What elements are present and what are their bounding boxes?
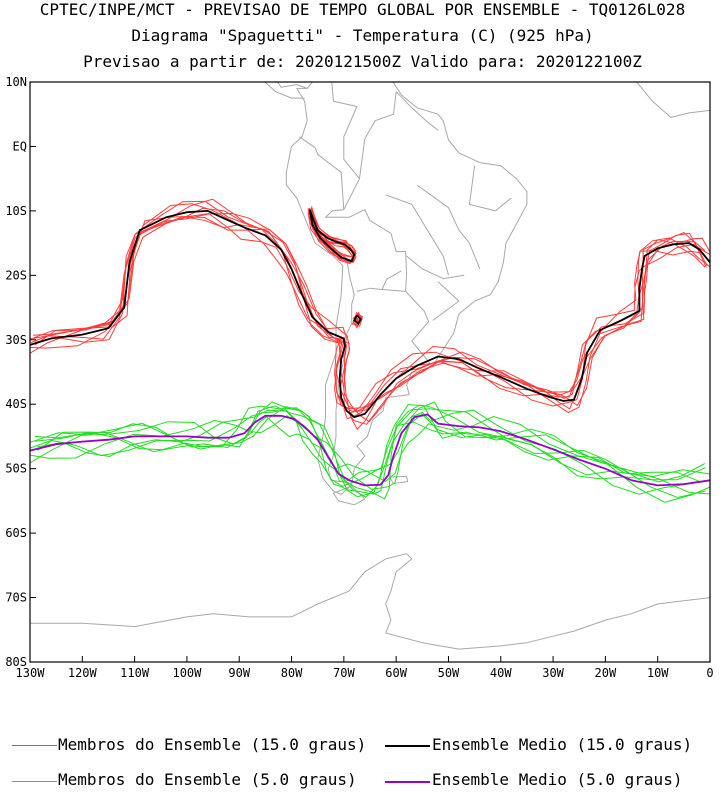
member-5-line-4 [30,415,710,503]
member-15-line-7 [33,207,707,410]
legend-swatch-mean5 [385,781,430,783]
axis-ticks [29,81,711,663]
y-tick-label: 30S [5,333,27,347]
y-tick-label: 70S [5,591,27,605]
legend-swatch-mean15 [385,745,430,747]
legend-swatch-members15 [12,745,57,746]
y-tick-label: 40S [5,397,27,411]
x-tick-label: 70W [333,666,355,680]
members-15-group [30,198,710,430]
y-tick-label: 10S [5,204,27,218]
x-tick-label: 50W [438,666,460,680]
legend-label-members5: Membros do Ensemble (5.0 graus) [58,770,357,789]
member-5-line-3 [30,409,710,495]
brazil-states-2 [385,194,449,276]
member-15-line-8 [34,200,706,425]
brazil-states-5 [406,255,465,280]
member-15-line-3 [30,198,710,423]
legend-label-mean5: Ensemble Medio (5.0 graus) [432,770,683,789]
central-america [264,82,305,99]
x-tick-label: 60W [385,666,407,680]
x-tick-label: 10W [647,666,669,680]
y-tick-label: 80S [5,655,27,669]
member-5-line-8 [37,409,707,499]
y-tick-label: 60S [5,526,27,540]
sa-border-7 [382,289,406,292]
falkland-islands [388,475,409,484]
central-america-east [276,82,308,89]
member-15-line-5 [30,212,710,420]
legend-label-members15: Membros do Ensemble (15.0 graus) [58,735,367,754]
x-tick-label: 90W [228,666,250,680]
sa-border-5 [331,82,360,210]
base-map [30,0,710,650]
member-5-line-2 [34,401,710,498]
x-tick-label: 0 [706,666,713,680]
chart-title-variable: Diagrama "Spaguetti" - Temperatura (C) (… [131,26,594,45]
x-tick-label: 110W [120,666,150,680]
ensemble-means-group [30,209,710,487]
member-5-line-6 [30,404,706,500]
antarctica-coast [30,553,710,650]
y-tick-label: 10N [5,75,27,89]
x-tick-label: 100W [172,666,202,680]
members-5-group [30,401,710,503]
y-tick-label: 50S [5,462,27,476]
caribbean-islands [265,0,364,30]
mean-15-line-seg1 [308,209,356,263]
chart-title-institution: CPTEC/INPE/MCT - PREVISAO DE TEMPO GLOBA… [39,0,686,19]
x-tick-label: 20W [595,666,617,680]
member-5-line-7 [35,404,703,498]
mean-15-line [30,209,710,419]
brazil-states-4 [432,281,460,321]
south-america-coast [285,82,528,495]
legend-label-mean15: Ensemble Medio (15.0 graus) [432,735,693,754]
chart-title-dates: Previsao a partir de: 2020121500Z Valido… [83,52,642,71]
x-tick-label: 30W [542,666,564,680]
mean-5-line [30,413,710,487]
y-tick-label: 20S [5,268,27,282]
member-15-line-2 [33,212,708,412]
sa-border-1 [299,136,431,364]
axis-labels: 130W 120W 110W 100W 90W 80W 70W 60W 50W 40W 30W 20W… [5,75,713,680]
mean-15-line-seg2 [353,314,362,326]
tierra-del-fuego [332,485,366,506]
brazil-states-1 [416,184,481,270]
africa-coast [636,82,710,118]
x-tick-label: 120W [68,666,98,680]
sa-border-3 [356,270,402,292]
plot-frame [29,81,711,663]
member-15-line-4 [30,203,710,430]
x-tick-label: 130W [16,666,46,680]
y-tick-label: EQ [13,139,27,153]
x-tick-label: 40W [490,666,512,680]
legend-swatch-members5 [12,781,57,782]
x-tick-label: 80W [281,666,303,680]
sa-border-4 [359,91,397,179]
brazil-states-3 [468,165,512,212]
sa-border-6 [395,91,439,131]
